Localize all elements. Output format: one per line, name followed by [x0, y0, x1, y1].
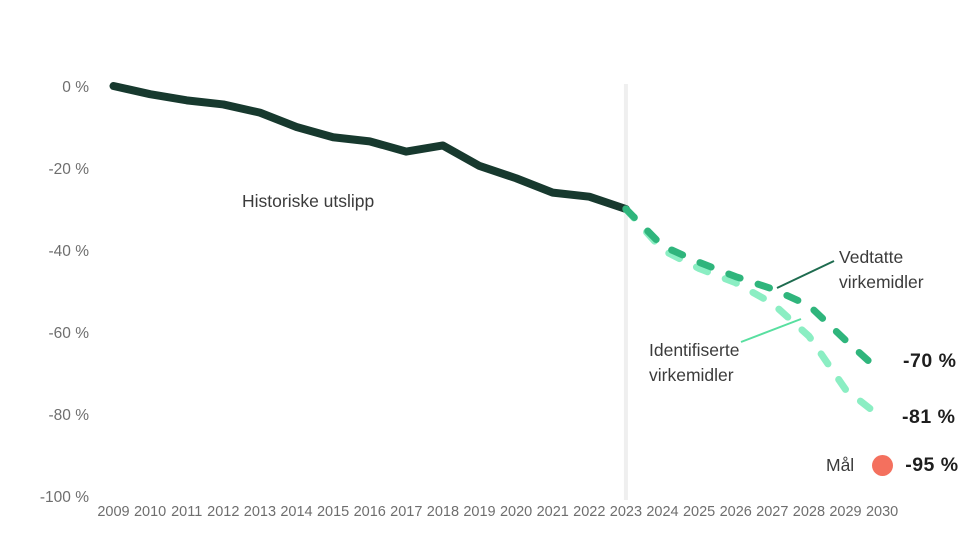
x-axis-tick-label: 2026 — [720, 504, 752, 520]
vedtatte-callout-line — [776, 260, 835, 289]
target-legend-row: Mål -95 % — [826, 452, 959, 478]
series-line-vedtatte-virkemidler — [622, 205, 886, 377]
x-axis-tick-label: 2022 — [573, 504, 605, 520]
identifiserte-end-value: -81 % — [902, 406, 956, 428]
identifiserte-series-label: Identifiserte virkemidler — [649, 340, 740, 385]
series-line-identifiserte-virkemidler — [622, 205, 886, 422]
x-axis-tick-label: 2021 — [537, 504, 569, 520]
target-value: -95 % — [905, 453, 959, 476]
x-axis-tick-label: 2030 — [866, 504, 898, 520]
y-axis-tick-label: 0 % — [62, 79, 89, 96]
y-axis-tick-label: -80 % — [49, 407, 90, 424]
x-axis-tick-label: 2019 — [463, 504, 495, 520]
x-axis-tick-label: 2023 — [610, 504, 642, 520]
y-axis-tick-label: -20 % — [49, 161, 90, 178]
x-axis-tick-label: 2012 — [207, 504, 239, 520]
identifiserte-callout-line — [740, 318, 802, 343]
y-axis-tick-label: -60 % — [49, 325, 90, 342]
x-axis-tick-label: 2020 — [500, 504, 532, 520]
x-axis-tick-label: 2017 — [390, 504, 422, 520]
x-axis-tick-label: 2027 — [756, 504, 788, 520]
x-axis-tick-label: 2015 — [317, 504, 349, 520]
y-axis-tick-label: -40 % — [49, 243, 90, 260]
vedtatte-end-value: -70 % — [903, 350, 957, 372]
series-line-historiske-utslipp — [109, 82, 630, 213]
target-label: Mål — [826, 454, 855, 475]
x-axis-tick-label: 2014 — [280, 504, 312, 520]
x-axis-tick-label: 2013 — [244, 504, 276, 520]
vedtatte-series-label: Vedtatte virkemidler — [839, 247, 924, 292]
x-axis-tick-label: 2028 — [793, 504, 825, 520]
target-dot-icon — [872, 454, 894, 476]
x-axis-tick-label: 2010 — [134, 504, 166, 520]
y-axis-tick-label: -100 % — [40, 489, 89, 506]
x-axis-tick-label: 2016 — [354, 504, 386, 520]
historical-series-label: Historiske utslipp — [242, 191, 375, 211]
x-axis-tick-label: 2011 — [171, 504, 202, 520]
x-axis-tick-label: 2029 — [829, 504, 861, 520]
x-axis-tick-label: 2009 — [97, 504, 129, 520]
x-axis-tick-label: 2024 — [646, 504, 678, 520]
x-axis-tick-label: 2018 — [427, 504, 459, 520]
x-axis-tick-label: 2025 — [683, 504, 715, 520]
